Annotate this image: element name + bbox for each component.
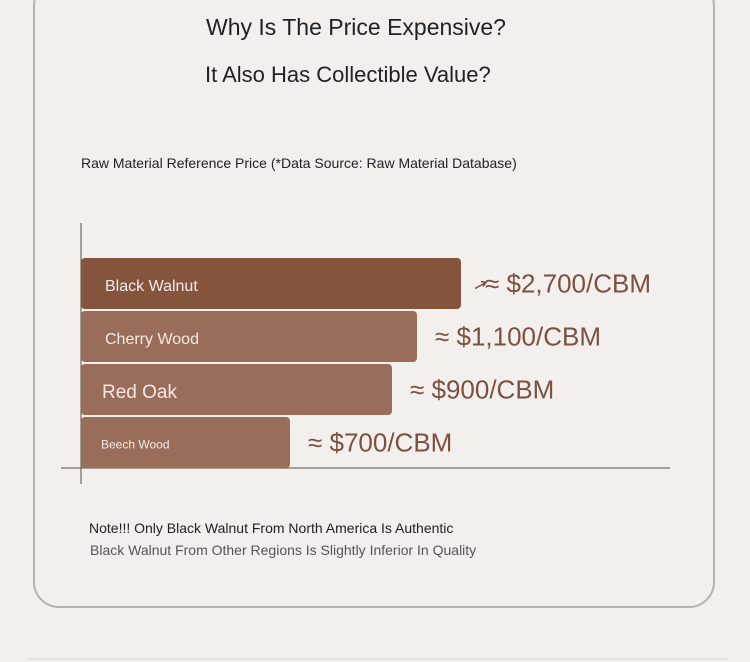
- page-subtitle: It Also Has Collectible Value?: [205, 62, 491, 87]
- chart-title: Raw Material Reference Price (*Data Sour…: [81, 155, 517, 171]
- bar-label: Cherry Wood: [105, 331, 199, 348]
- value-label: ≈ $2,700/CBM: [485, 269, 651, 299]
- note-authentic: Note!!! Only Black Walnut From North Ame…: [89, 520, 454, 536]
- bar-label: Red Oak: [102, 382, 177, 403]
- bar-red-oak: [81, 364, 392, 415]
- value-label: ≈ $900/CBM: [410, 375, 554, 405]
- bar-cherry-wood: [81, 311, 417, 362]
- arrow-icon: [474, 280, 488, 290]
- value-label: ≈ $1,100/CBM: [435, 322, 601, 352]
- bars-group: Black Walnut ≈ $2,700/CBM Cherry Wood ≈ $1,…: [81, 258, 651, 468]
- bar-beech-wood: [81, 417, 290, 468]
- note-quality: Black Walnut From Other Regions Is Sligh…: [90, 542, 477, 558]
- bar-label: Black Walnut: [105, 278, 198, 295]
- bottom-divider: [28, 658, 728, 660]
- value-label: ≈ $700/CBM: [308, 428, 452, 458]
- bar-label: Beech Wood: [101, 438, 170, 452]
- page-title: Why Is The Price Expensive?: [206, 14, 506, 40]
- bar-black-walnut: [81, 258, 461, 309]
